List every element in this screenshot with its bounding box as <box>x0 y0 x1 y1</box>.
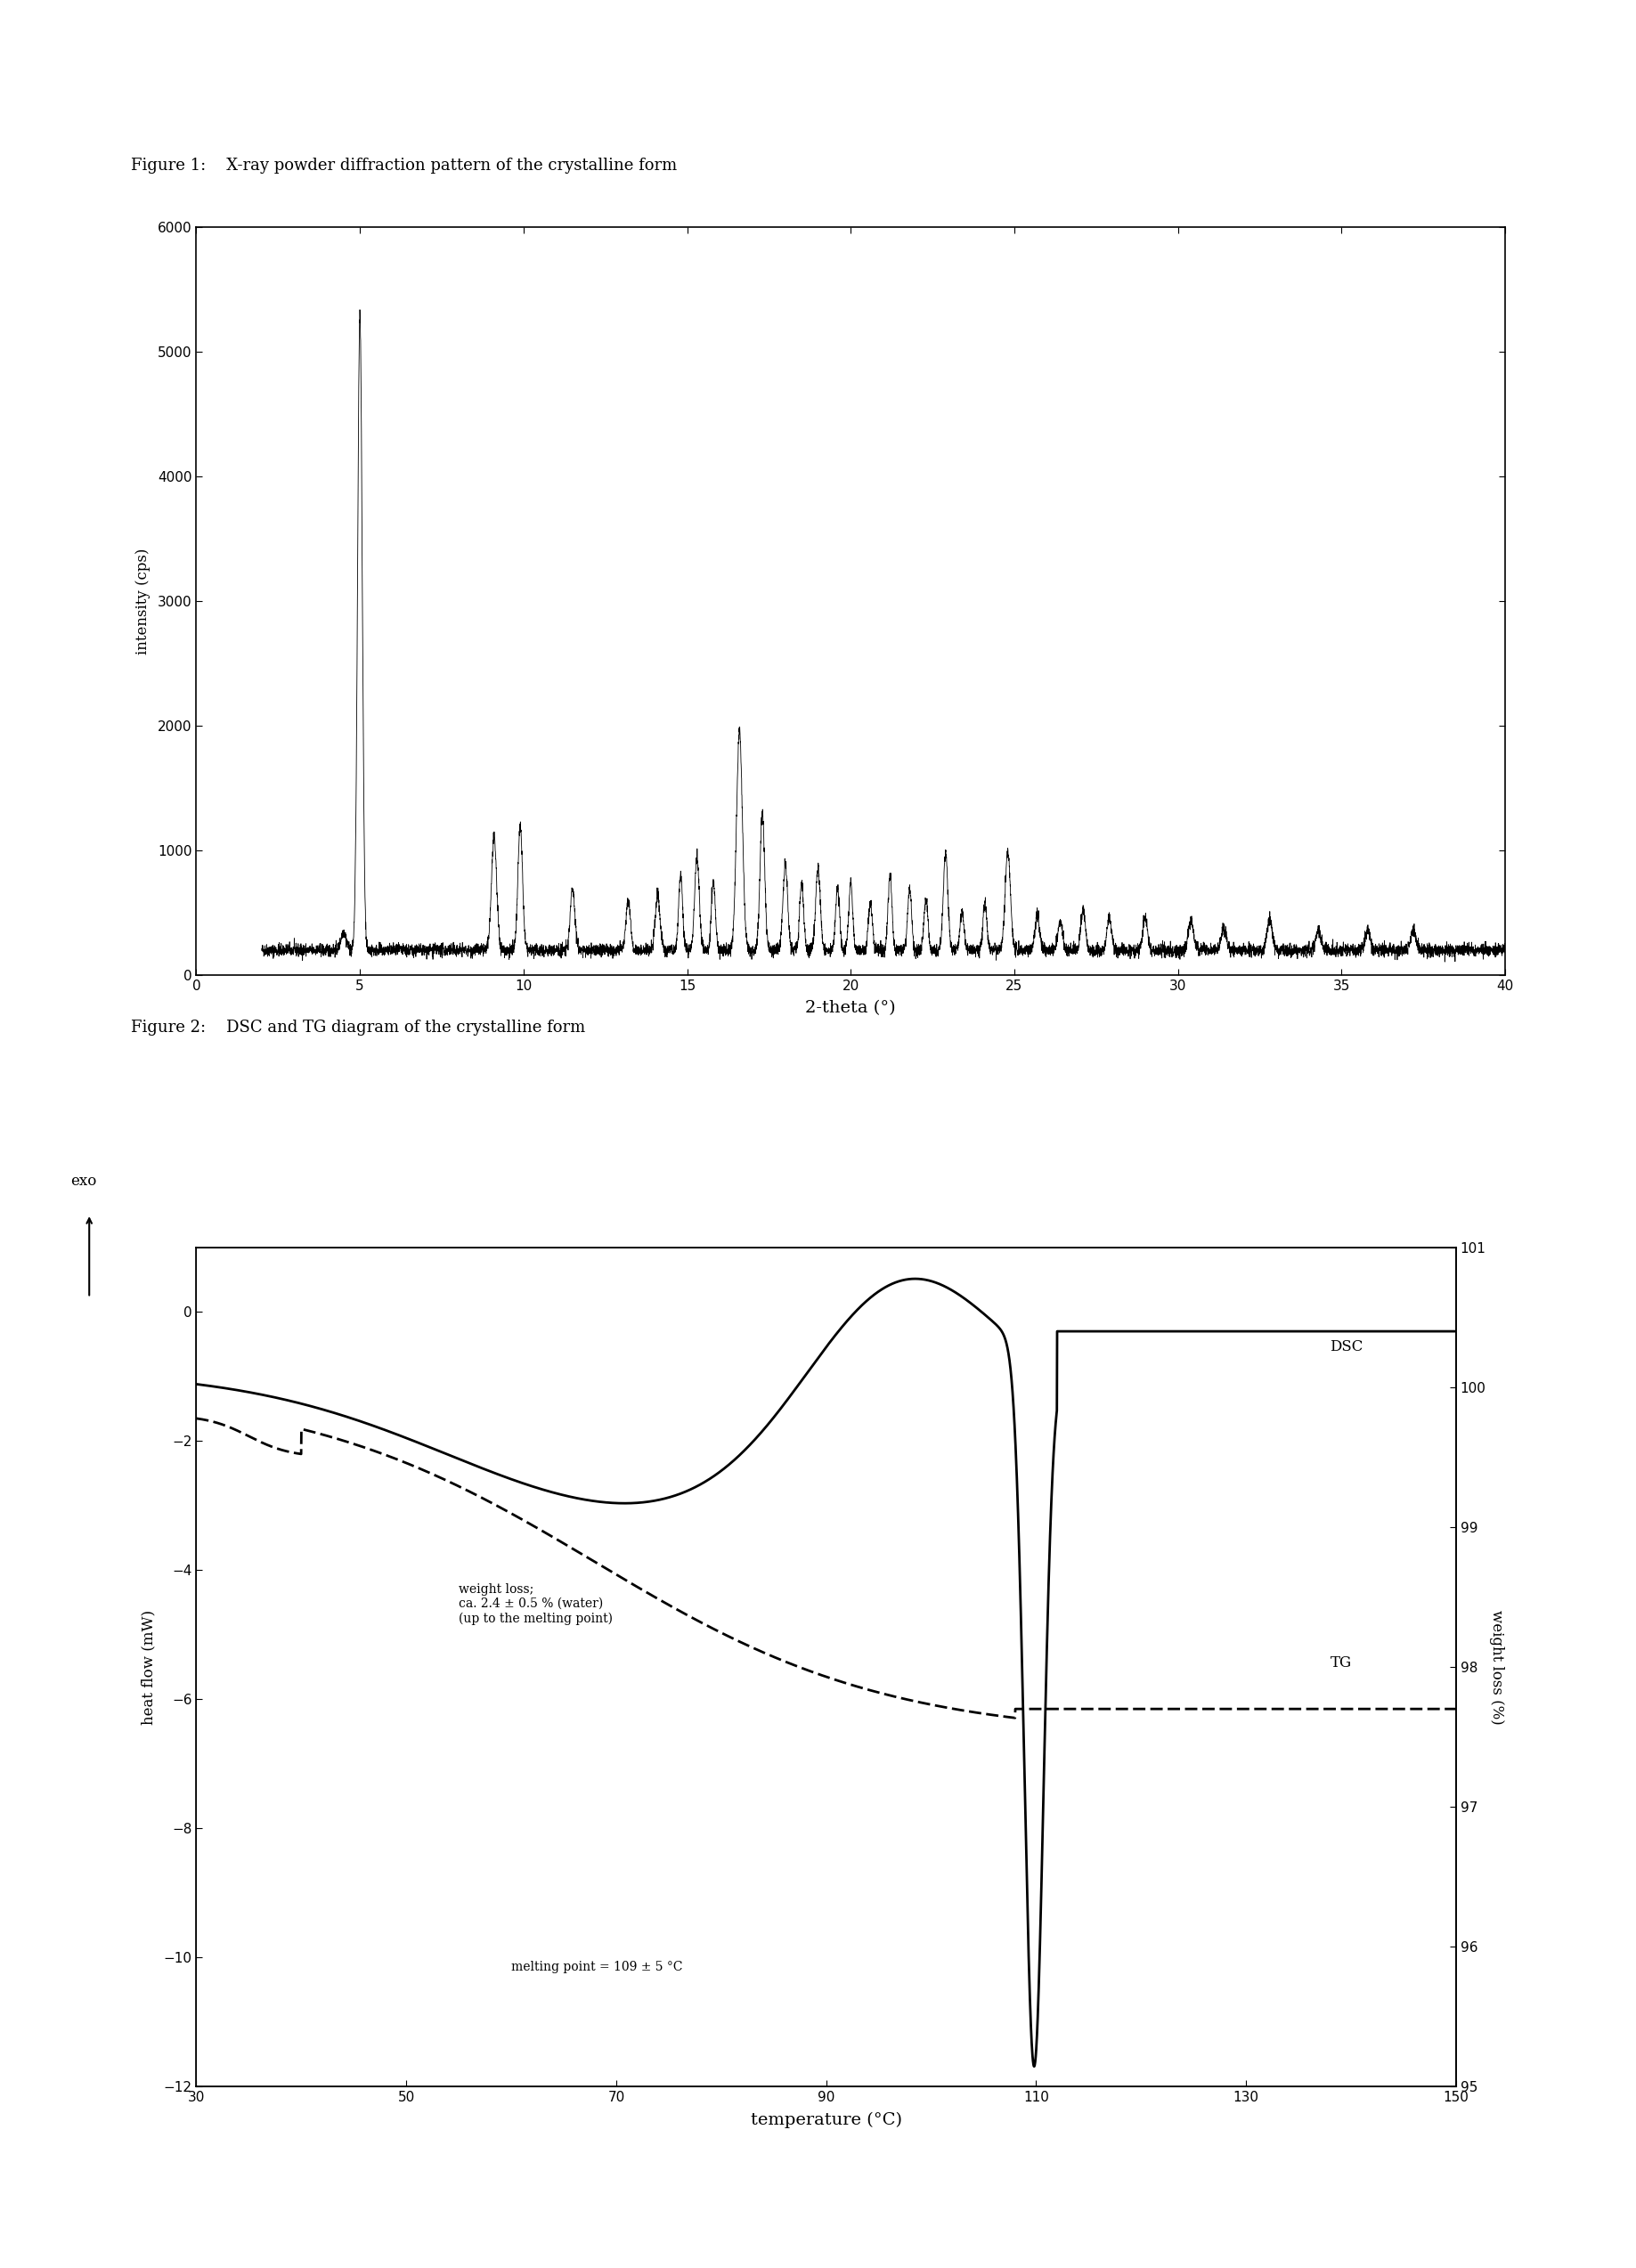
Y-axis label: weight loss (%): weight loss (%) <box>1489 1610 1505 1724</box>
Text: weight loss;
ca. 2.4 ± 0.5 % (water)
(up to the melting point): weight loss; ca. 2.4 ± 0.5 % (water) (up… <box>458 1583 614 1624</box>
Text: Figure 2:    DSC and TG diagram of the crystalline form: Figure 2: DSC and TG diagram of the crys… <box>131 1021 586 1036</box>
X-axis label: temperature (°C): temperature (°C) <box>751 2112 901 2127</box>
Text: TG: TG <box>1330 1656 1351 1672</box>
Text: exo: exo <box>70 1173 97 1188</box>
Y-axis label: intensity (cps): intensity (cps) <box>136 549 151 653</box>
Y-axis label: heat flow (mW): heat flow (mW) <box>141 1610 155 1724</box>
Text: DSC: DSC <box>1330 1338 1363 1354</box>
X-axis label: 2-theta (°): 2-theta (°) <box>805 1000 897 1016</box>
Text: Figure 1:    X-ray powder diffraction pattern of the crystalline form: Figure 1: X-ray powder diffraction patte… <box>131 159 677 175</box>
Text: melting point = 109 ± 5 °C: melting point = 109 ± 5 °C <box>512 1960 682 1973</box>
